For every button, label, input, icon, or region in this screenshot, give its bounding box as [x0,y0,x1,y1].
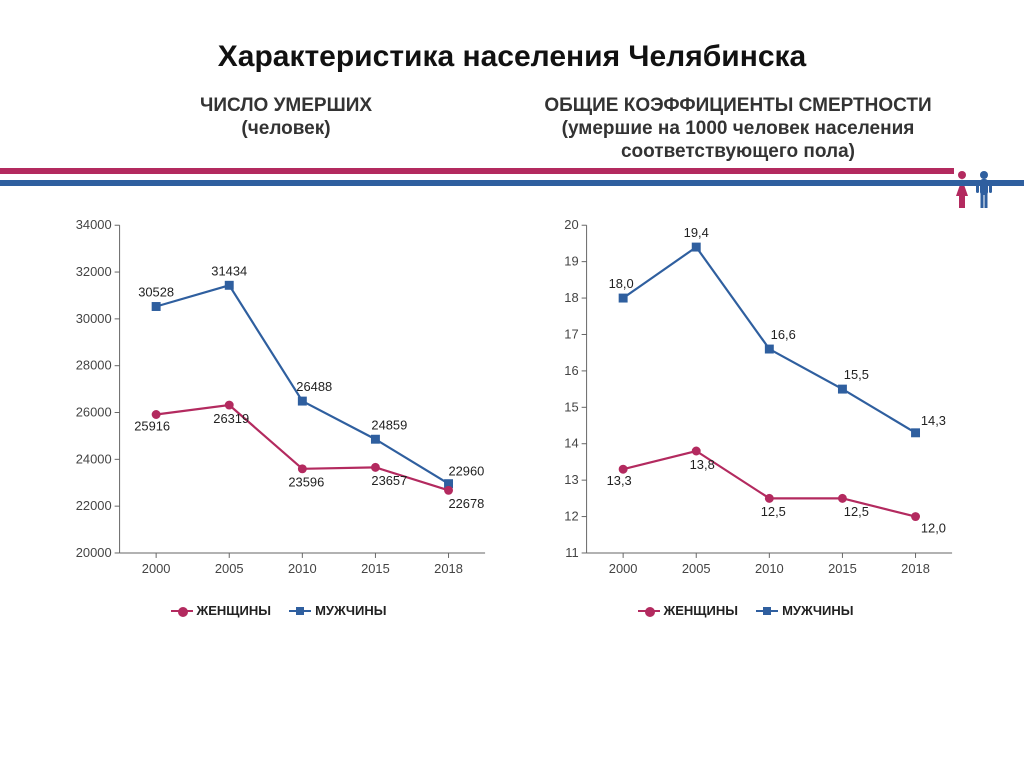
svg-text:26319: 26319 [213,410,249,425]
legend-female-marker [171,610,193,612]
left-legend: ЖЕНЩИНЫ МУЖЧИНЫ [60,599,497,618]
svg-text:23596: 23596 [288,474,324,489]
left-chart: 20000 22000 24000 26000 28000 30000 32000 34000… [60,214,497,594]
right-chart-title-line3: соответствующего пола) [539,140,937,163]
svg-text:2005: 2005 [215,560,244,575]
svg-text:2015: 2015 [828,560,857,575]
svg-text:16: 16 [564,362,578,377]
page-title: Характеристика населения Челябинска [0,0,1024,94]
svg-text:17: 17 [564,326,578,341]
svg-text:24000: 24000 [76,451,112,466]
svg-text:30528: 30528 [138,284,174,299]
svg-text:24859: 24859 [371,417,407,432]
svg-text:14: 14 [564,435,578,450]
legend-female-marker [638,610,660,612]
chart-subtitles: ЧИСЛО УМЕРШИХ (человек) ОБЩИЕ КОЭФФИЦИЕН… [0,94,1024,168]
svg-text:12,5: 12,5 [761,504,786,519]
svg-text:30000: 30000 [76,310,112,325]
svg-text:2010: 2010 [288,560,317,575]
svg-text:2018: 2018 [434,560,463,575]
left-chart-title-line1: ЧИСЛО УМЕРШИХ [87,94,485,117]
right-legend: ЖЕНЩИНЫ МУЖЧИНЫ [527,599,964,618]
svg-text:2000: 2000 [142,560,171,575]
svg-text:25916: 25916 [134,418,170,433]
svg-text:22960: 22960 [448,463,484,478]
svg-text:28000: 28000 [76,357,112,372]
svg-text:20: 20 [564,217,578,232]
svg-text:26000: 26000 [76,404,112,419]
svg-text:22678: 22678 [448,496,484,511]
svg-text:2010: 2010 [755,560,784,575]
svg-text:13,8: 13,8 [690,456,715,471]
legend-male-marker [289,610,311,612]
svg-text:13,3: 13,3 [607,473,632,488]
svg-text:15,5: 15,5 [844,367,869,382]
left-chart-svg: 20000 22000 24000 26000 28000 30000 32000 34000… [60,214,497,594]
svg-text:19,4: 19,4 [684,225,709,240]
svg-text:15: 15 [564,399,578,414]
svg-text:23657: 23657 [371,473,407,488]
svg-text:22000: 22000 [76,498,112,513]
right-chart: 11 12 13 14 15 16 17 18 19 20 2000 2005 2010 2015 2018… [527,214,964,594]
right-chart-title-line2: (умершие на 1000 человек населения [539,117,937,140]
legend-female-label: ЖЕНЩИНЫ [197,603,272,618]
svg-text:34000: 34000 [76,217,112,232]
svg-text:32000: 32000 [76,264,112,279]
right-chart-svg: 11 12 13 14 15 16 17 18 19 20 2000 2005 2010 2015 2018… [527,214,964,594]
svg-text:2000: 2000 [609,560,638,575]
svg-text:26488: 26488 [296,379,332,394]
svg-text:13: 13 [564,472,578,487]
legend-male-label: МУЖЧИНЫ [782,603,853,618]
svg-text:2018: 2018 [901,560,930,575]
legend-male-marker [756,610,778,612]
left-chart-title: ЧИСЛО УМЕРШИХ (человек) [87,94,485,164]
svg-text:19: 19 [564,253,578,268]
stripe-bot [0,180,1024,186]
right-chart-title: ОБЩИЕ КОЭФФИЦИЕНТЫ СМЕРТНОСТИ (умершие н… [539,94,937,164]
charts-container: 20000 22000 24000 26000 28000 30000 32000 34000… [0,214,1024,594]
svg-text:12,5: 12,5 [844,504,869,519]
svg-text:18,0: 18,0 [609,276,634,291]
svg-text:16,6: 16,6 [771,327,796,342]
svg-text:18: 18 [564,290,578,305]
legend-female-label: ЖЕНЩИНЫ [664,603,739,618]
svg-text:2015: 2015 [361,560,390,575]
svg-text:2005: 2005 [682,560,711,575]
svg-text:31434: 31434 [211,263,247,278]
left-chart-title-line2: (человек) [87,117,485,140]
decorative-stripe [0,168,1024,186]
svg-text:14,3: 14,3 [921,412,946,427]
svg-text:12,0: 12,0 [921,520,946,535]
legend-male-label: МУЖЧИНЫ [315,603,386,618]
svg-text:12: 12 [564,508,578,523]
svg-text:20000: 20000 [76,544,112,559]
right-chart-title-line1: ОБЩИЕ КОЭФФИЦИЕНТЫ СМЕРТНОСТИ [539,94,937,117]
svg-text:11: 11 [565,544,578,559]
